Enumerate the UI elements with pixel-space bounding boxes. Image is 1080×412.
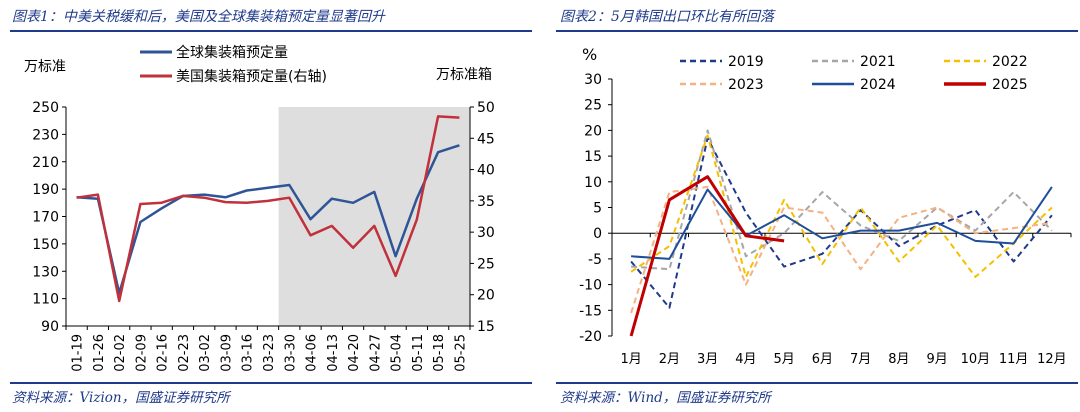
left-y-tick-label: 110 [32,292,59,308]
right-source: 资料来源：Wind，国盛证券研究所 [560,390,771,406]
y-tick-label: 15 [584,149,602,165]
series-line [630,137,1053,309]
y-tick-label: -20 [579,329,602,345]
y-tick-label: 25 [584,98,602,114]
legend-label: 2021 [860,54,896,70]
left-y-tick-label: 150 [32,237,59,253]
left-chart: 90 110 130 150 170 190 210 230 250 15 20 25 30 35 40 45… [24,44,495,372]
x-tick-label: 05-18 [432,334,447,372]
left-y-tick-label: 130 [32,264,59,280]
x-tick-label: 03-16 [241,334,256,372]
right-y-tick-label: 25 [477,256,495,272]
y-tick-label: 10 [584,175,602,191]
x-tick-label: 03-02 [198,334,213,372]
x-tick-label: 11月 [999,352,1029,367]
y-tick-label: 30 [584,72,602,88]
right-axis-unit: 万标准箱 [436,67,492,83]
right-y-tick-label: 35 [477,194,495,210]
y-tick-label: 5 [593,201,602,217]
legend-label: 全球集装箱预定量 [176,44,288,61]
shaded-region [278,107,470,326]
x-tick-label: 02-09 [134,334,149,372]
x-tick-label: 02-16 [156,334,171,372]
legend-label: 2023 [728,77,764,93]
right-y-tick-label: 20 [477,288,495,304]
legend-label: 2022 [992,54,1028,70]
x-tick-label: 04-06 [305,334,320,372]
right-y-tick-label: 30 [477,225,495,241]
x-tick-label: 7月 [850,352,871,367]
right-title-rule [556,30,1078,32]
right-y-tick-label: 40 [477,163,495,179]
series-line [631,186,1053,260]
x-tick-label: 05-25 [453,334,468,372]
y-tick-label: 0 [593,226,602,242]
x-tick-label: 05-04 [390,334,405,372]
x-tick-label: 02-23 [177,334,192,372]
y-tick-label: -15 [579,303,602,319]
x-tick-label: 04-27 [368,334,383,372]
y-tick-label: -10 [579,278,602,294]
left-y-tick-label: 90 [41,319,59,335]
left-source-rule [10,382,532,384]
series-line [630,185,1053,314]
right-source-rule [556,382,1078,384]
left-title-rule [10,30,532,32]
series-line [76,115,460,303]
series-line [630,134,1053,278]
x-tick-label: 02-02 [113,334,128,372]
left-y-tick-label: 250 [32,100,59,116]
x-tick-label: 01-19 [71,334,86,372]
left-y-tick-label: 170 [32,210,59,226]
y-tick-label: -5 [588,252,602,268]
x-tick-label: 3月 [697,352,718,367]
x-tick-label: 04-13 [326,334,341,372]
right-panel: 图表2：5月韩国出口环比有所回落 % -20 -15 -10 -5 0 5 10 15 20 25 3… [546,0,1080,412]
x-tick-label: 12月 [1037,352,1067,367]
legend-label: 2024 [860,77,896,93]
x-tick-label: 10月 [961,352,991,367]
x-tick-label: 2月 [659,352,680,367]
left-chart-title: 图表1：中美关税缓和后，美国及全球集装箱预定量显著回升 [12,9,385,25]
series-line [76,144,460,295]
x-tick-label: 8月 [888,352,909,367]
x-tick-label: 01-26 [92,334,107,372]
legend-label: 美国集装箱预定量(右轴) [176,68,327,85]
left-source: 资料来源：Vizion，国盛证券研究所 [12,390,230,406]
x-tick-label: 03-09 [219,334,234,372]
series-line [629,175,785,337]
x-tick-label: 04-20 [347,334,362,372]
right-y-tick-label: 50 [477,100,495,116]
x-tick-label: 6月 [812,352,833,367]
x-tick-label: 05-11 [411,334,426,372]
x-tick-label: 9月 [926,352,947,367]
series-line [631,129,1053,271]
left-y-tick-label: 190 [32,182,59,198]
x-tick-label: 5月 [773,352,794,367]
left-panel: 图表1：中美关税缓和后，美国及全球集装箱预定量显著回升 90 110 130 150 1… [0,0,538,412]
x-tick-label: 03-23 [262,334,277,372]
left-y-tick-label: 210 [32,155,59,171]
left-axis-unit: 万标准 [24,59,66,75]
right-chart-title: 图表2：5月韩国出口环比有所回落 [560,9,774,25]
right-y-tick-label: 45 [477,131,495,147]
y-axis-unit: % [582,45,597,64]
y-tick-label: 20 [584,123,602,139]
right-y-tick-label: 15 [477,319,495,335]
x-tick-label: 4月 [735,352,756,367]
legend-label: 2025 [992,77,1028,93]
x-tick-label: 1月 [620,352,641,367]
left-y-tick-label: 230 [32,127,59,143]
x-tick-label: 03-30 [283,334,298,372]
legend-label: 2019 [728,54,764,70]
